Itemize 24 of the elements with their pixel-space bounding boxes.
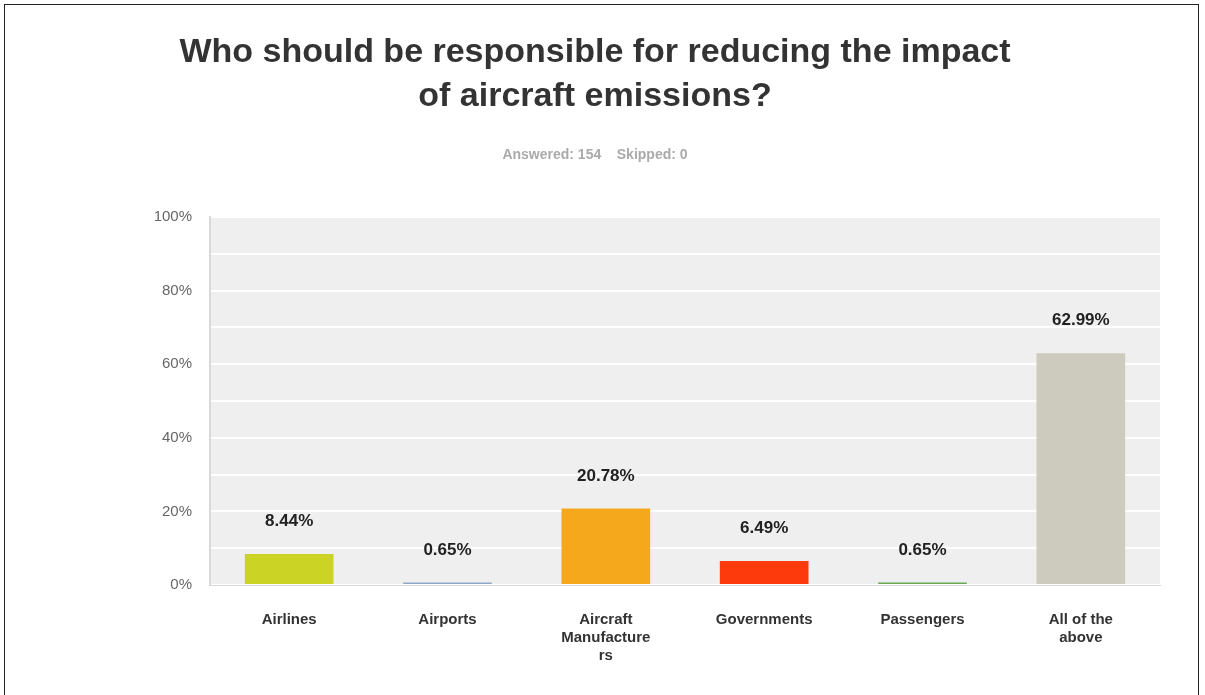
data-label: 0.65% [898, 539, 947, 559]
bar [561, 508, 651, 584]
y-tick-label: 100% [153, 207, 192, 225]
data-label: 20.78% [577, 465, 635, 485]
y-tick-label: 0% [170, 575, 192, 593]
data-label: 62.99% [1052, 310, 1110, 330]
y-tick-label: 60% [161, 354, 192, 372]
bar [244, 553, 334, 584]
chart-title: Who should be responsible for reducing the impact of aircraft emissions? [178, 30, 1012, 115]
y-tick-label: 80% [161, 280, 192, 298]
bar [1036, 353, 1126, 584]
bar [719, 561, 809, 584]
data-label: 8.44% [265, 511, 314, 531]
x-tick-label: Aircraft Manufacturers [561, 610, 651, 664]
x-tick-label: Airlines [261, 610, 317, 628]
data-label: 6.49% [740, 518, 789, 538]
x-tick-label: Airports [418, 610, 477, 628]
y-tick-label: 20% [161, 501, 192, 519]
x-tick-label: Governments [715, 610, 813, 628]
y-tick-label: 40% [161, 427, 192, 445]
chart-subtitle: Answered: 154 Skipped: 0 [501, 146, 689, 162]
data-label: 0.65% [423, 539, 472, 559]
x-tick-label: All of the above [1048, 610, 1113, 646]
x-tick-label: Passengers [880, 610, 965, 628]
